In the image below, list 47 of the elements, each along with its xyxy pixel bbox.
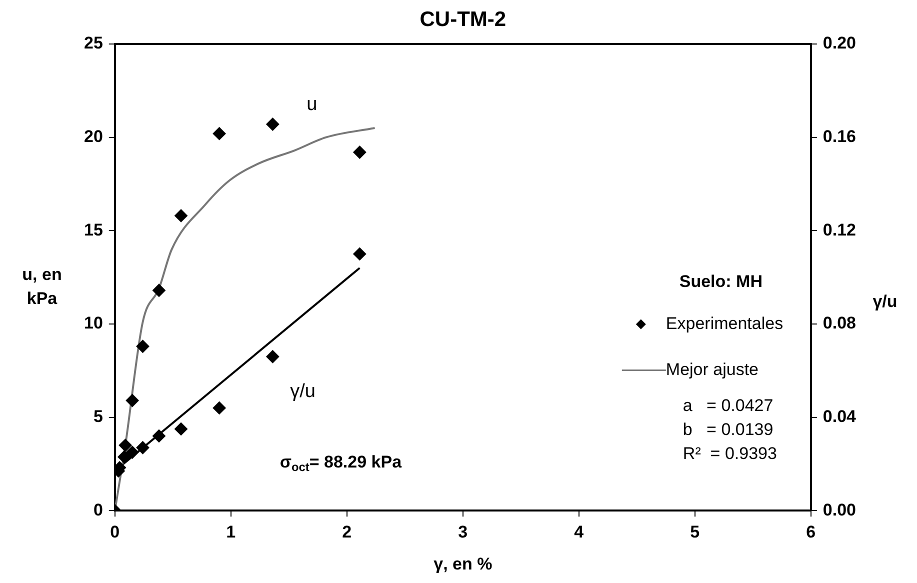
chart-title: CU-TM-2 [420, 8, 506, 31]
point [353, 146, 366, 159]
annotation: u [306, 94, 318, 115]
x-axis-title: γ, en % [434, 554, 492, 574]
y2-tick-label: 0.12 [822, 220, 856, 240]
x-tick-label: 1 [226, 522, 236, 542]
y-tick-label: 0 [93, 500, 103, 520]
point [136, 441, 150, 454]
y2-tick-label: 0.04 [822, 406, 857, 426]
point [152, 429, 166, 442]
annotation: γ/u [290, 380, 316, 402]
point [266, 118, 280, 131]
y-tick-label: 5 [93, 406, 103, 426]
point [212, 401, 226, 414]
legend-title: Suelo: MH [679, 272, 762, 291]
point [212, 127, 226, 140]
y-tick-label: 15 [84, 220, 103, 240]
annotation: a = 0.0427 [682, 396, 774, 415]
y2-tick-label: 0.08 [822, 314, 856, 333]
y2-tick-label: 0.16 [822, 127, 856, 146]
x-tick-label: 4 [574, 522, 584, 542]
y2-axis-title: γ/u [872, 292, 898, 311]
point [174, 209, 188, 222]
point [152, 284, 166, 297]
legend-label: Experimentales [666, 314, 784, 333]
x-tick-label: 5 [690, 522, 700, 542]
point [174, 422, 188, 436]
y-axis-title: u, en kPa [22, 264, 62, 308]
x-tick-label: 3 [458, 522, 468, 542]
point [118, 438, 132, 452]
y-tick-label: 10 [84, 314, 103, 333]
annotation: R² = 0.9393 [682, 444, 777, 463]
point [266, 350, 280, 364]
y-tick-label: 25 [84, 34, 103, 53]
annotation: b = 0.0139 [682, 420, 774, 439]
x-tick-label: 6 [806, 522, 816, 542]
x-tick-label: 2 [342, 522, 352, 542]
point [126, 394, 139, 407]
point [126, 446, 139, 459]
y-tick-label: 20 [84, 127, 103, 146]
x-tick-label: 0 [110, 522, 120, 542]
point [353, 247, 366, 260]
y2-tick-label: 0.00 [822, 500, 856, 520]
point [136, 340, 150, 353]
point [118, 450, 131, 464]
legend-label: Mejor ajuste [666, 360, 759, 379]
y2-tick-label: 0.20 [822, 34, 856, 53]
